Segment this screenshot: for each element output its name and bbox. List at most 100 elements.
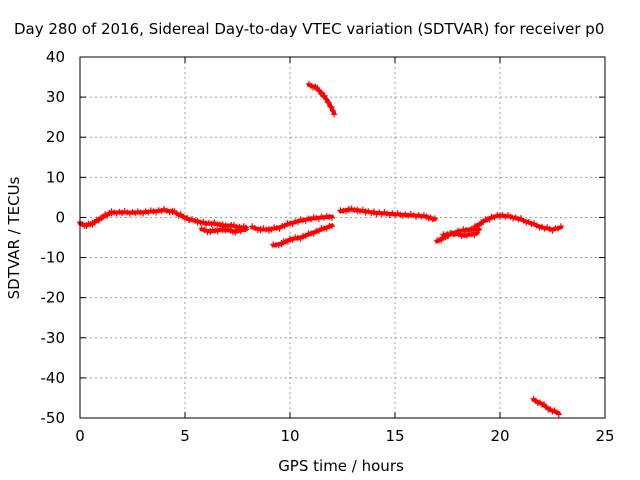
axis-ticks: [79, 56, 606, 419]
data-point: [329, 223, 335, 230]
x-tick-label: 0: [75, 427, 85, 445]
data-point: [240, 225, 247, 232]
data-point: [121, 208, 128, 215]
data-point: [292, 234, 299, 241]
data-point: [315, 228, 322, 235]
y-tick-label: 20: [46, 128, 65, 146]
data-point: [205, 219, 212, 226]
data-point: [150, 208, 157, 215]
y-tick-label: -20: [41, 289, 66, 307]
data-point: [326, 99, 333, 106]
data-point: [302, 233, 309, 240]
tick-labels: 0 5 10 15 20 25 -50 -40 -30 -20 -10 0 10 20 30 40: [41, 48, 615, 445]
x-tick-label: 5: [180, 427, 190, 445]
y-tick-label: 30: [46, 88, 65, 106]
y-tick-label: -30: [41, 329, 66, 347]
data-point: [129, 209, 136, 216]
data-point: [450, 231, 457, 238]
data-point: [321, 92, 328, 99]
data-point: [276, 225, 283, 232]
data-point: [326, 213, 333, 220]
y-tick-label: -40: [41, 369, 66, 387]
data-point: [271, 224, 278, 231]
series-second-plateau: [337, 205, 438, 223]
data-point: [228, 223, 235, 230]
x-tick-label: 15: [385, 427, 404, 445]
data-point: [458, 233, 465, 240]
data-point: [555, 411, 562, 418]
data-point: [476, 222, 482, 229]
data-point: [313, 215, 320, 222]
data-point: [186, 217, 193, 224]
data-point: [448, 230, 455, 237]
data-point: [473, 229, 480, 236]
data-point: [294, 235, 301, 242]
series-upper-arc: [305, 80, 338, 118]
data-point: [523, 219, 530, 226]
data-point: [557, 223, 564, 230]
series-main-band-start: [77, 209, 115, 230]
data-series: [77, 80, 564, 418]
data-point: [536, 224, 543, 231]
data-point: [222, 222, 229, 229]
y-tick-label: -50: [41, 409, 66, 427]
data-point: [273, 224, 280, 231]
data-point: [91, 219, 98, 226]
series-lower-branch: [270, 222, 335, 249]
x-axis-label: GPS time / hours: [278, 457, 404, 475]
data-point: [137, 209, 144, 216]
data-point: [462, 226, 469, 233]
series-bump-near-20h: [471, 211, 564, 234]
data-point: [410, 212, 417, 219]
data-point: [124, 209, 131, 216]
data-point: [323, 212, 330, 219]
data-point: [281, 223, 288, 230]
data-point: [362, 209, 369, 216]
data-point: [357, 208, 363, 215]
data-point: [297, 216, 304, 223]
data-point: [329, 107, 336, 114]
data-point: [407, 211, 414, 218]
data-point: [515, 216, 522, 223]
data-point: [314, 84, 321, 91]
data-point: [323, 225, 330, 232]
data-point: [310, 214, 317, 221]
data-point: [438, 237, 445, 244]
data-point: [468, 225, 475, 232]
data-point: [235, 227, 242, 234]
data-point: [305, 215, 312, 222]
y-tick-label: 40: [46, 48, 65, 66]
data-point: [541, 225, 548, 232]
data-point: [155, 207, 162, 214]
data-point: [318, 213, 325, 220]
data-point: [214, 222, 221, 229]
data-point: [327, 103, 334, 110]
data-point: [310, 230, 317, 237]
data-point: [242, 226, 249, 233]
data-point: [197, 219, 204, 226]
data-point: [442, 231, 449, 238]
data-point: [263, 226, 270, 233]
data-point: [329, 214, 335, 221]
data-point: [331, 111, 338, 118]
data-point: [134, 208, 141, 215]
data-point: [111, 209, 118, 216]
data-point: [287, 235, 293, 242]
plot-frame: [79, 56, 606, 419]
data-point: [402, 211, 409, 218]
data-point: [260, 225, 267, 232]
grid: [80, 57, 605, 418]
series-lower-arc-17-19h: [440, 229, 480, 240]
series-lower-arc-6-8h: [198, 225, 249, 236]
y-tick-label: -10: [41, 249, 66, 267]
y-tick-label: 10: [46, 168, 65, 186]
data-point: [95, 217, 102, 224]
data-point: [440, 231, 447, 238]
data-point: [266, 225, 272, 232]
series-mid-band: [249, 212, 335, 234]
series-early-plateau: [108, 206, 184, 219]
y-tick-label: 0: [55, 208, 65, 226]
data-point: [510, 215, 517, 222]
x-tick-label: 20: [490, 427, 509, 445]
